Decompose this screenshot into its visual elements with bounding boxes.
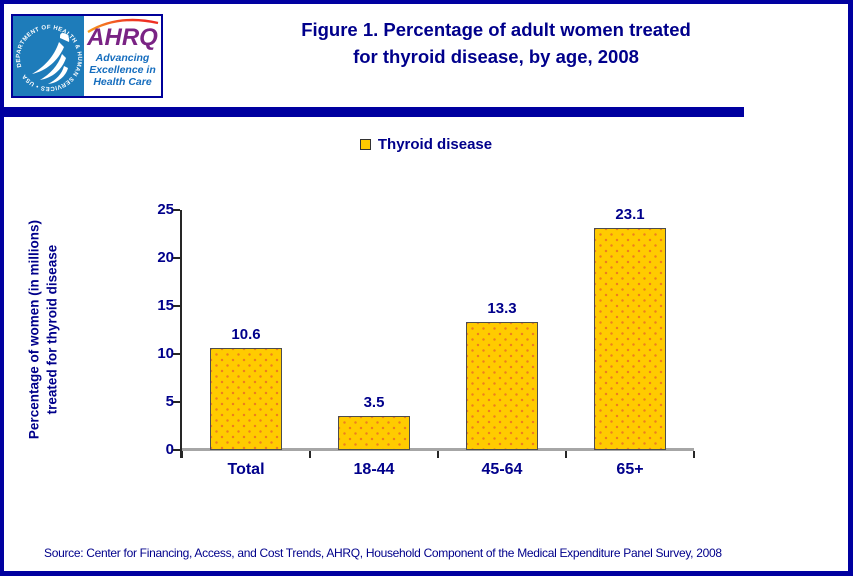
y-tick-label: 20	[157, 249, 174, 266]
figure-title-line-1: Figure 1. Percentage of adult women trea…	[301, 19, 691, 40]
figure-title: Figure 1. Percentage of adult women trea…	[174, 17, 818, 71]
ahrq-logo-panel: AHRQ Advancing Excellence in Health Care	[84, 16, 161, 96]
bar-value-label: 13.3	[487, 300, 517, 317]
x-tick-mark	[565, 451, 567, 458]
x-tick-mark	[309, 451, 311, 458]
y-tick-mark	[173, 449, 180, 451]
x-axis-category-label: Total	[227, 461, 265, 478]
bar-value-label: 23.1	[615, 206, 645, 223]
y-tick-mark	[173, 209, 180, 211]
y-tick-label: 15	[157, 297, 174, 314]
y-tick-mark	[173, 401, 180, 403]
y-tick-mark	[173, 305, 180, 307]
tagline-line-2: Excellence in	[89, 64, 156, 77]
y-tick-mark	[173, 353, 180, 355]
figure-title-line-2: for thyroid disease, by age, 2008	[353, 45, 639, 67]
hhs-seal-icon: DEPARTMENT OF HEALTH & HUMAN SERVICES • …	[13, 16, 84, 96]
y-axis-title: Percentage of women (in millions) treate…	[25, 185, 60, 475]
ahrq-arc-icon	[87, 18, 159, 33]
x-axis-category-label: 45-64	[481, 461, 523, 478]
bar-total	[210, 348, 282, 450]
hhs-seal-text: DEPARTMENT OF HEALTH & HUMAN SERVICES • …	[13, 16, 84, 96]
category-cell: 10.6 Total	[182, 210, 310, 478]
x-tick-mark	[437, 451, 439, 458]
ahrq-wordmark: AHRQ	[87, 24, 158, 51]
ahrq-hhs-logo: DEPARTMENT OF HEALTH & HUMAN SERVICES • …	[11, 14, 163, 98]
y-axis-line	[180, 210, 182, 458]
hhs-seal-panel: DEPARTMENT OF HEALTH & HUMAN SERVICES • …	[13, 16, 84, 96]
x-axis-line	[182, 448, 694, 451]
tagline-line-1: Advancing	[95, 52, 150, 64]
y-tick-mark	[173, 257, 180, 259]
category-cell: 23.1 65+	[566, 206, 694, 478]
x-tick-mark	[181, 451, 183, 458]
x-tick-mark	[693, 451, 695, 458]
bar-65-	[594, 228, 666, 450]
source-note: Source: Center for Financing, Access, an…	[44, 546, 722, 560]
ahrq-tagline: Advancing Excellence in Health Care	[84, 52, 161, 88]
bar-value-label: 10.6	[231, 326, 261, 343]
header-divider-bar	[4, 107, 744, 117]
y-tick-label: 10	[157, 345, 174, 362]
y-tick-label: 25	[157, 201, 174, 218]
bar-value-label: 3.5	[363, 394, 385, 411]
y-tick-label: 5	[165, 393, 174, 410]
x-axis-category-label: 18-44	[353, 461, 395, 478]
bar-18-44	[338, 416, 410, 450]
legend-swatch	[359, 139, 371, 150]
y-axis-title-wrap: Percentage of women (in millions) treate…	[10, 200, 76, 460]
y-axis-tick-labels: 0 5 10 15 20 25	[134, 201, 174, 458]
hhs-eagle-icon	[32, 33, 70, 84]
category-cell: 3.5 18-44	[310, 210, 438, 478]
bar-45-64	[466, 322, 538, 450]
category-cell: 13.3 45-64	[438, 210, 566, 478]
tagline-line-3: Health Care	[93, 76, 152, 89]
y-axis-title-line-1: Percentage of women (in millions)	[26, 220, 42, 440]
legend-label: Thyroid disease	[377, 136, 493, 153]
plot-area: 10.6 Total 3.5 18-44 13.3 45-64 23.1 65+	[173, 206, 695, 478]
x-axis-category-label: 65+	[616, 461, 644, 478]
y-tick-label: 0	[165, 441, 174, 458]
svg-text:DEPARTMENT OF HEALTH & HUMAN S: DEPARTMENT OF HEALTH & HUMAN SERVICES • …	[13, 16, 84, 96]
y-axis-title-line-2: treated for thyroid disease	[44, 245, 59, 415]
chart-legend: Thyroid disease	[4, 136, 848, 153]
